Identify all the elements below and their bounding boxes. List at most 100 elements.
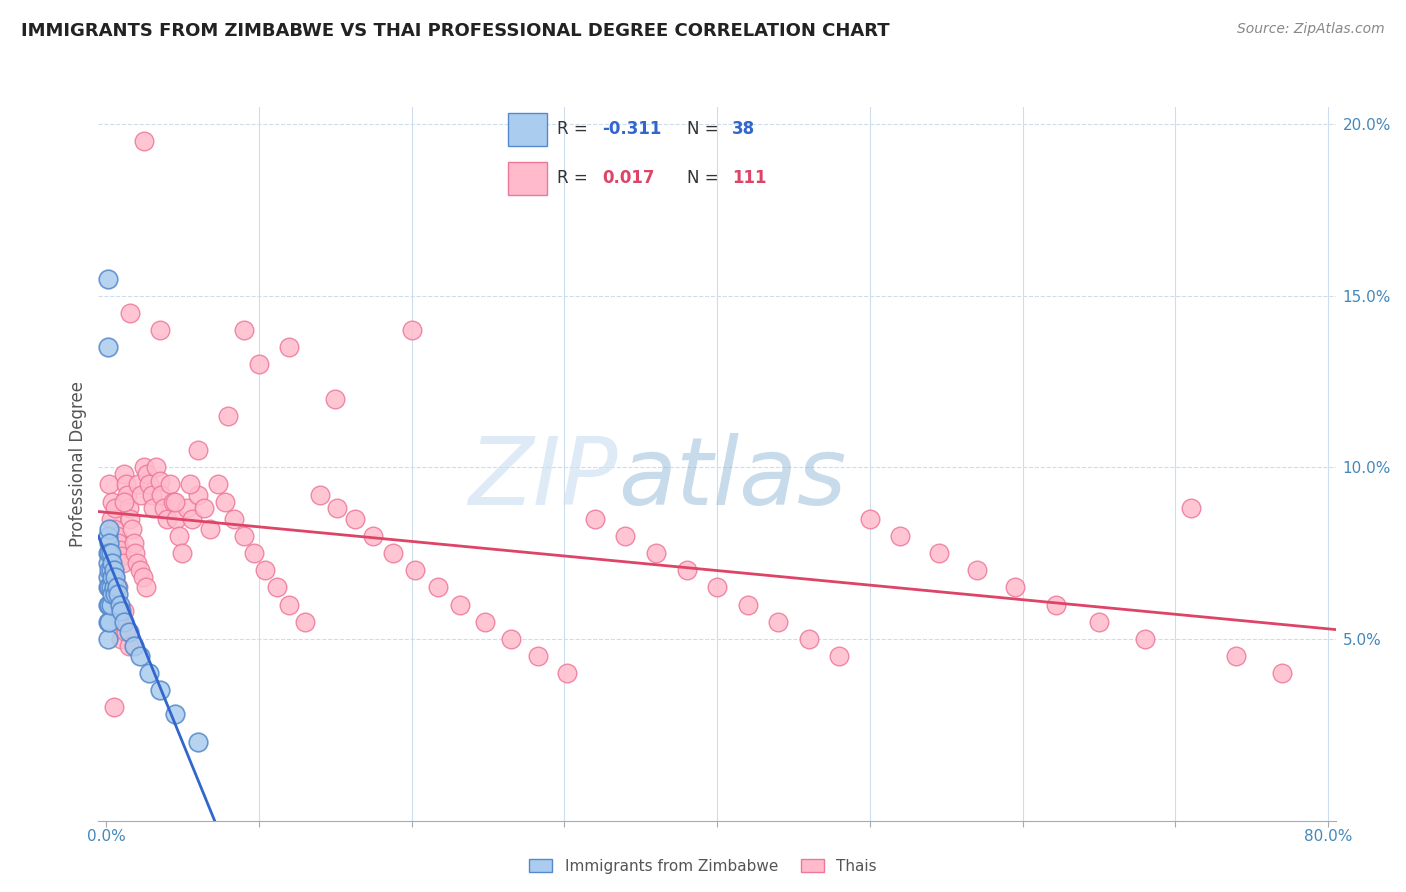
Point <box>110 549 132 564</box>
Point <box>193 501 215 516</box>
Point <box>103 563 125 577</box>
Point <box>382 546 405 560</box>
Point <box>247 357 270 371</box>
Point <box>145 460 167 475</box>
Point <box>108 542 131 557</box>
Point <box>98 598 121 612</box>
Point <box>135 580 157 594</box>
Point <box>111 557 134 571</box>
Point <box>138 477 160 491</box>
Point <box>889 529 911 543</box>
Point <box>115 477 138 491</box>
Point <box>110 604 132 618</box>
Point <box>104 570 127 584</box>
Point <box>150 488 173 502</box>
Point <box>129 488 152 502</box>
Point <box>98 477 121 491</box>
Point <box>134 134 156 148</box>
Point <box>224 512 246 526</box>
Point <box>172 546 194 560</box>
Point <box>112 494 135 508</box>
Point <box>97 598 120 612</box>
Point <box>187 443 209 458</box>
Point <box>187 488 209 502</box>
Point <box>122 535 145 549</box>
Point <box>98 535 121 549</box>
Text: R =: R = <box>557 120 592 138</box>
Point <box>105 580 128 594</box>
Point <box>404 563 426 577</box>
Point <box>118 501 141 516</box>
Point <box>1045 598 1067 612</box>
Point <box>1133 632 1156 646</box>
Point <box>278 598 301 612</box>
Point <box>101 563 124 577</box>
Text: -0.311: -0.311 <box>602 120 661 138</box>
Point <box>104 587 127 601</box>
Point <box>198 522 221 536</box>
Point <box>132 570 155 584</box>
Point <box>122 639 145 653</box>
Point <box>104 570 127 584</box>
Point <box>169 529 191 543</box>
Point <box>101 587 124 601</box>
Text: 0.017: 0.017 <box>602 169 654 187</box>
Point <box>232 323 254 337</box>
Point <box>1004 580 1026 594</box>
Y-axis label: Professional Degree: Professional Degree <box>69 381 87 547</box>
Point <box>103 700 125 714</box>
Point <box>100 580 122 594</box>
Text: ZIP: ZIP <box>468 433 619 524</box>
Point <box>278 340 301 354</box>
Point <box>266 580 288 594</box>
Point <box>1180 501 1202 516</box>
Point <box>134 460 156 475</box>
Point <box>401 323 423 337</box>
Point <box>141 488 163 502</box>
Point <box>101 557 124 571</box>
Point <box>112 467 135 482</box>
Point <box>128 648 150 663</box>
Point <box>187 735 209 749</box>
Point <box>97 615 120 629</box>
Point <box>138 666 160 681</box>
Point <box>159 477 181 491</box>
Point <box>344 512 367 526</box>
Point <box>100 598 122 612</box>
Bar <box>508 162 547 194</box>
Point <box>128 563 150 577</box>
Point <box>162 494 184 508</box>
Point <box>675 563 697 577</box>
Point <box>115 624 138 639</box>
Text: 111: 111 <box>733 169 766 187</box>
Point <box>112 615 135 629</box>
Point <box>97 632 120 646</box>
Point <box>363 529 385 543</box>
Point <box>100 546 122 560</box>
Point <box>110 632 132 646</box>
Text: 80.0%: 80.0% <box>1303 830 1353 844</box>
Point <box>103 522 125 536</box>
Point <box>97 546 120 560</box>
Bar <box>508 112 547 145</box>
Legend: Immigrants from Zimbabwe, Thais: Immigrants from Zimbabwe, Thais <box>523 853 883 880</box>
Point <box>797 632 820 646</box>
Point <box>117 488 139 502</box>
Text: R =: R = <box>557 169 592 187</box>
Point <box>136 467 159 482</box>
Point <box>474 615 496 629</box>
Point <box>124 546 146 560</box>
Point <box>179 477 201 491</box>
Point <box>105 529 128 543</box>
Point <box>98 615 121 629</box>
Point <box>207 477 229 491</box>
Point <box>118 624 141 639</box>
Point <box>928 546 950 560</box>
Point <box>107 580 129 594</box>
Point <box>176 501 198 516</box>
Point <box>737 598 759 612</box>
Point <box>127 477 149 491</box>
Point <box>557 666 579 681</box>
Point <box>232 529 254 543</box>
Point <box>828 648 851 663</box>
